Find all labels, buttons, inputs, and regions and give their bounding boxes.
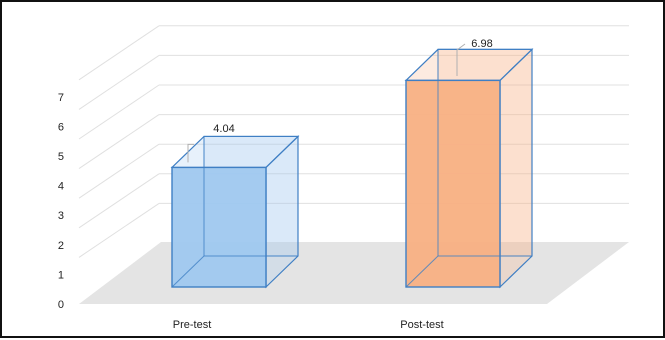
y-tick-label: 6: [58, 121, 64, 133]
y-tick-label: 2: [58, 240, 64, 252]
gridline-diagonal: [78, 202, 160, 258]
gridline-diagonal: [78, 143, 160, 199]
bar-front-face: [171, 166, 267, 288]
floor-plane: [79, 242, 629, 304]
data-label-group: 4.04: [187, 123, 235, 163]
y-tick-label: 7: [58, 92, 64, 104]
bar-front-face: [405, 79, 501, 288]
x-category-label: Post-test: [400, 319, 443, 331]
gridline-diagonal: [78, 173, 160, 229]
bars: [170, 47, 534, 289]
gridline-diagonal: [78, 84, 160, 140]
gridline-diagonal: [78, 114, 160, 170]
data-label: 6.98: [471, 38, 492, 50]
leader-line: [187, 143, 194, 163]
bar-side-face: [499, 47, 533, 289]
bar-pre-test: [170, 134, 300, 289]
x-axis-category-labels: Pre-test Post-test: [173, 319, 444, 331]
data-labels: 4.04 6.98: [187, 38, 493, 163]
leader-line: [456, 43, 466, 76]
x-category-label: Pre-test: [173, 319, 212, 331]
gridline-diagonal: [78, 54, 160, 110]
y-tick-label: 1: [58, 269, 64, 281]
y-axis-tick-labels: 0 1 2 3 4 5 6 7: [58, 92, 64, 311]
gridline-diagonal: [78, 25, 160, 81]
y-tick-label: 5: [58, 151, 64, 163]
bar-inner-edge: [405, 255, 439, 288]
gridlines: [78, 25, 629, 258]
bar-post-test: [404, 47, 534, 289]
bar-inner-edge: [171, 255, 205, 288]
chart-floor: [79, 242, 629, 304]
y-tick-label: 3: [58, 210, 64, 222]
data-label-group: 6.98: [456, 38, 493, 76]
data-label: 4.04: [213, 123, 234, 135]
y-tick-label: 4: [58, 181, 64, 193]
y-tick-label: 0: [58, 299, 64, 311]
